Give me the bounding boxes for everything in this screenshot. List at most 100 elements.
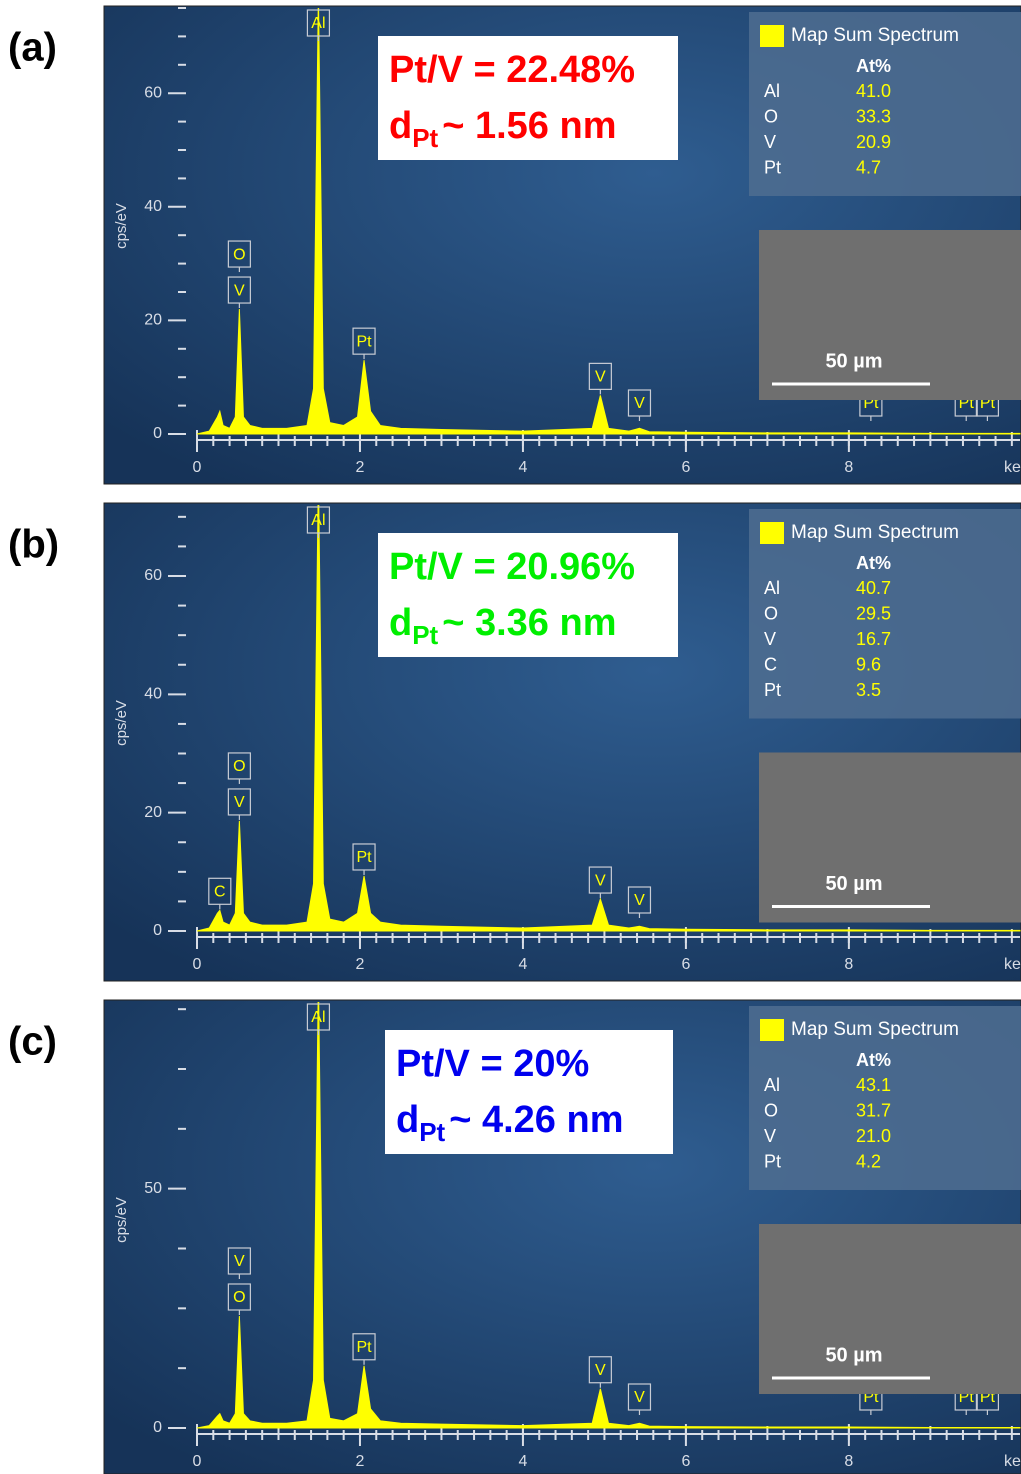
panel-label: (a) <box>8 26 57 70</box>
table-value: 16.7 <box>856 629 891 649</box>
legend-text: Map Sum Spectrum <box>791 522 959 543</box>
peak-label: O <box>233 246 245 263</box>
y-axis-label: cps/eV <box>113 700 130 746</box>
legend-swatch <box>760 25 784 47</box>
panel-label: (b) <box>8 523 59 567</box>
table-element: O <box>764 1100 778 1120</box>
sem-image <box>759 230 1021 400</box>
size-suffix: ~ 4.26 nm <box>449 1099 623 1141</box>
size-subscript: Pt <box>412 123 438 153</box>
x-tick-label: 4 <box>518 459 527 476</box>
legend-swatch <box>760 1019 784 1041</box>
table-element: Al <box>764 81 780 101</box>
y-tick-label: 0 <box>153 1419 162 1436</box>
x-tick-label: 2 <box>356 459 365 476</box>
peak-label: Pt <box>356 1339 372 1356</box>
annotation-box <box>385 1030 673 1154</box>
table-element: C <box>764 654 777 674</box>
table-element: Pt <box>764 1151 781 1171</box>
peak-label: Al <box>311 15 325 32</box>
table-element: O <box>764 106 778 126</box>
peak-label: V <box>234 282 245 299</box>
x-tick-label: 6 <box>681 1453 690 1470</box>
table-element: Pt <box>764 157 781 177</box>
size-prefix: d <box>389 602 412 644</box>
size-prefix: d <box>396 1099 419 1141</box>
size-prefix: d <box>389 105 412 147</box>
peak-label: V <box>234 1253 245 1270</box>
size-suffix: ~ 1.56 nm <box>442 105 616 147</box>
table-value: 4.7 <box>856 157 881 177</box>
peak-label: V <box>634 395 645 412</box>
table-value: 4.2 <box>856 1151 881 1171</box>
y-tick-label: 0 <box>153 922 162 939</box>
legend-swatch <box>760 522 784 544</box>
spectrum <box>196 1002 1021 1429</box>
x-axis-label: keV <box>1004 956 1021 973</box>
y-tick-label: 0 <box>153 425 162 442</box>
x-tick-label: 4 <box>518 956 527 973</box>
table-value: 29.5 <box>856 603 891 623</box>
peak-label-box <box>208 877 232 905</box>
table-element: V <box>764 132 776 152</box>
x-tick-label: 0 <box>193 1453 202 1470</box>
peak-label-box <box>227 1247 251 1275</box>
y-tick-label: 40 <box>144 686 162 703</box>
table-value: 41.0 <box>856 81 891 101</box>
table-header: At% <box>856 553 891 573</box>
scale-bar-label: 50 µm <box>825 350 882 372</box>
table-element: V <box>764 629 776 649</box>
scale-bar-label: 50 µm <box>825 873 882 895</box>
size-label: dPt ~ 1.56 nm <box>389 105 616 153</box>
x-tick-label: 2 <box>356 956 365 973</box>
table-value: 20.9 <box>856 132 891 152</box>
peak-label: Pt <box>356 849 372 866</box>
panel: 0204060cps/eV02468keVAlVOPtVVPtPtPtPt/V … <box>103 5 1021 485</box>
x-tick-label: 0 <box>193 956 202 973</box>
peak-label: O <box>233 1289 245 1306</box>
sem-image <box>759 1224 1021 1394</box>
legend-panel <box>749 1006 1021 1190</box>
y-tick-label: 50 <box>144 1180 162 1197</box>
panel: 0204060cps/eV02468keVAlVOCPtVVPtPtPtPt/V… <box>103 502 1021 982</box>
table-element: Al <box>764 578 780 598</box>
table-element: Pt <box>764 680 781 700</box>
x-tick-label: 8 <box>844 956 853 973</box>
peak-label: Al <box>311 1009 325 1026</box>
peak-label: O <box>233 758 245 775</box>
y-tick-label: 60 <box>144 567 162 584</box>
y-tick-label: 20 <box>144 312 162 329</box>
ratio-text: Pt/V = 20% <box>396 1043 589 1085</box>
x-tick-label: 4 <box>518 1453 527 1470</box>
table-element: O <box>764 603 778 623</box>
x-tick-label: 6 <box>681 459 690 476</box>
y-tick-label: 60 <box>144 84 162 101</box>
size-label: dPt ~ 3.36 nm <box>389 602 616 650</box>
panel-label: (c) <box>8 1020 57 1064</box>
x-axis-label: keV <box>1004 1453 1021 1470</box>
y-tick-label: 20 <box>144 804 162 821</box>
legend-text: Map Sum Spectrum <box>791 25 959 46</box>
peak-label: Al <box>311 512 325 529</box>
peak-label: V <box>595 872 606 889</box>
legend-text: Map Sum Spectrum <box>791 1019 959 1040</box>
x-tick-label: 8 <box>844 459 853 476</box>
size-subscript: Pt <box>419 1117 445 1147</box>
peak-label: V <box>634 892 645 909</box>
peak-label-box <box>588 1356 612 1384</box>
table-value: 33.3 <box>856 106 891 126</box>
peak-label: V <box>634 1389 645 1406</box>
table-element: V <box>764 1126 776 1146</box>
table-value: 21.0 <box>856 1126 891 1146</box>
x-tick-label: 2 <box>356 1453 365 1470</box>
size-suffix: ~ 3.36 nm <box>442 602 616 644</box>
y-axis-label: cps/eV <box>113 1197 130 1243</box>
peak-label: Pt <box>356 333 372 350</box>
y-tick-label: 40 <box>144 198 162 215</box>
peak-label: V <box>595 1362 606 1379</box>
table-element: Al <box>764 1075 780 1095</box>
table-header: At% <box>856 56 891 76</box>
x-tick-label: 8 <box>844 1453 853 1470</box>
